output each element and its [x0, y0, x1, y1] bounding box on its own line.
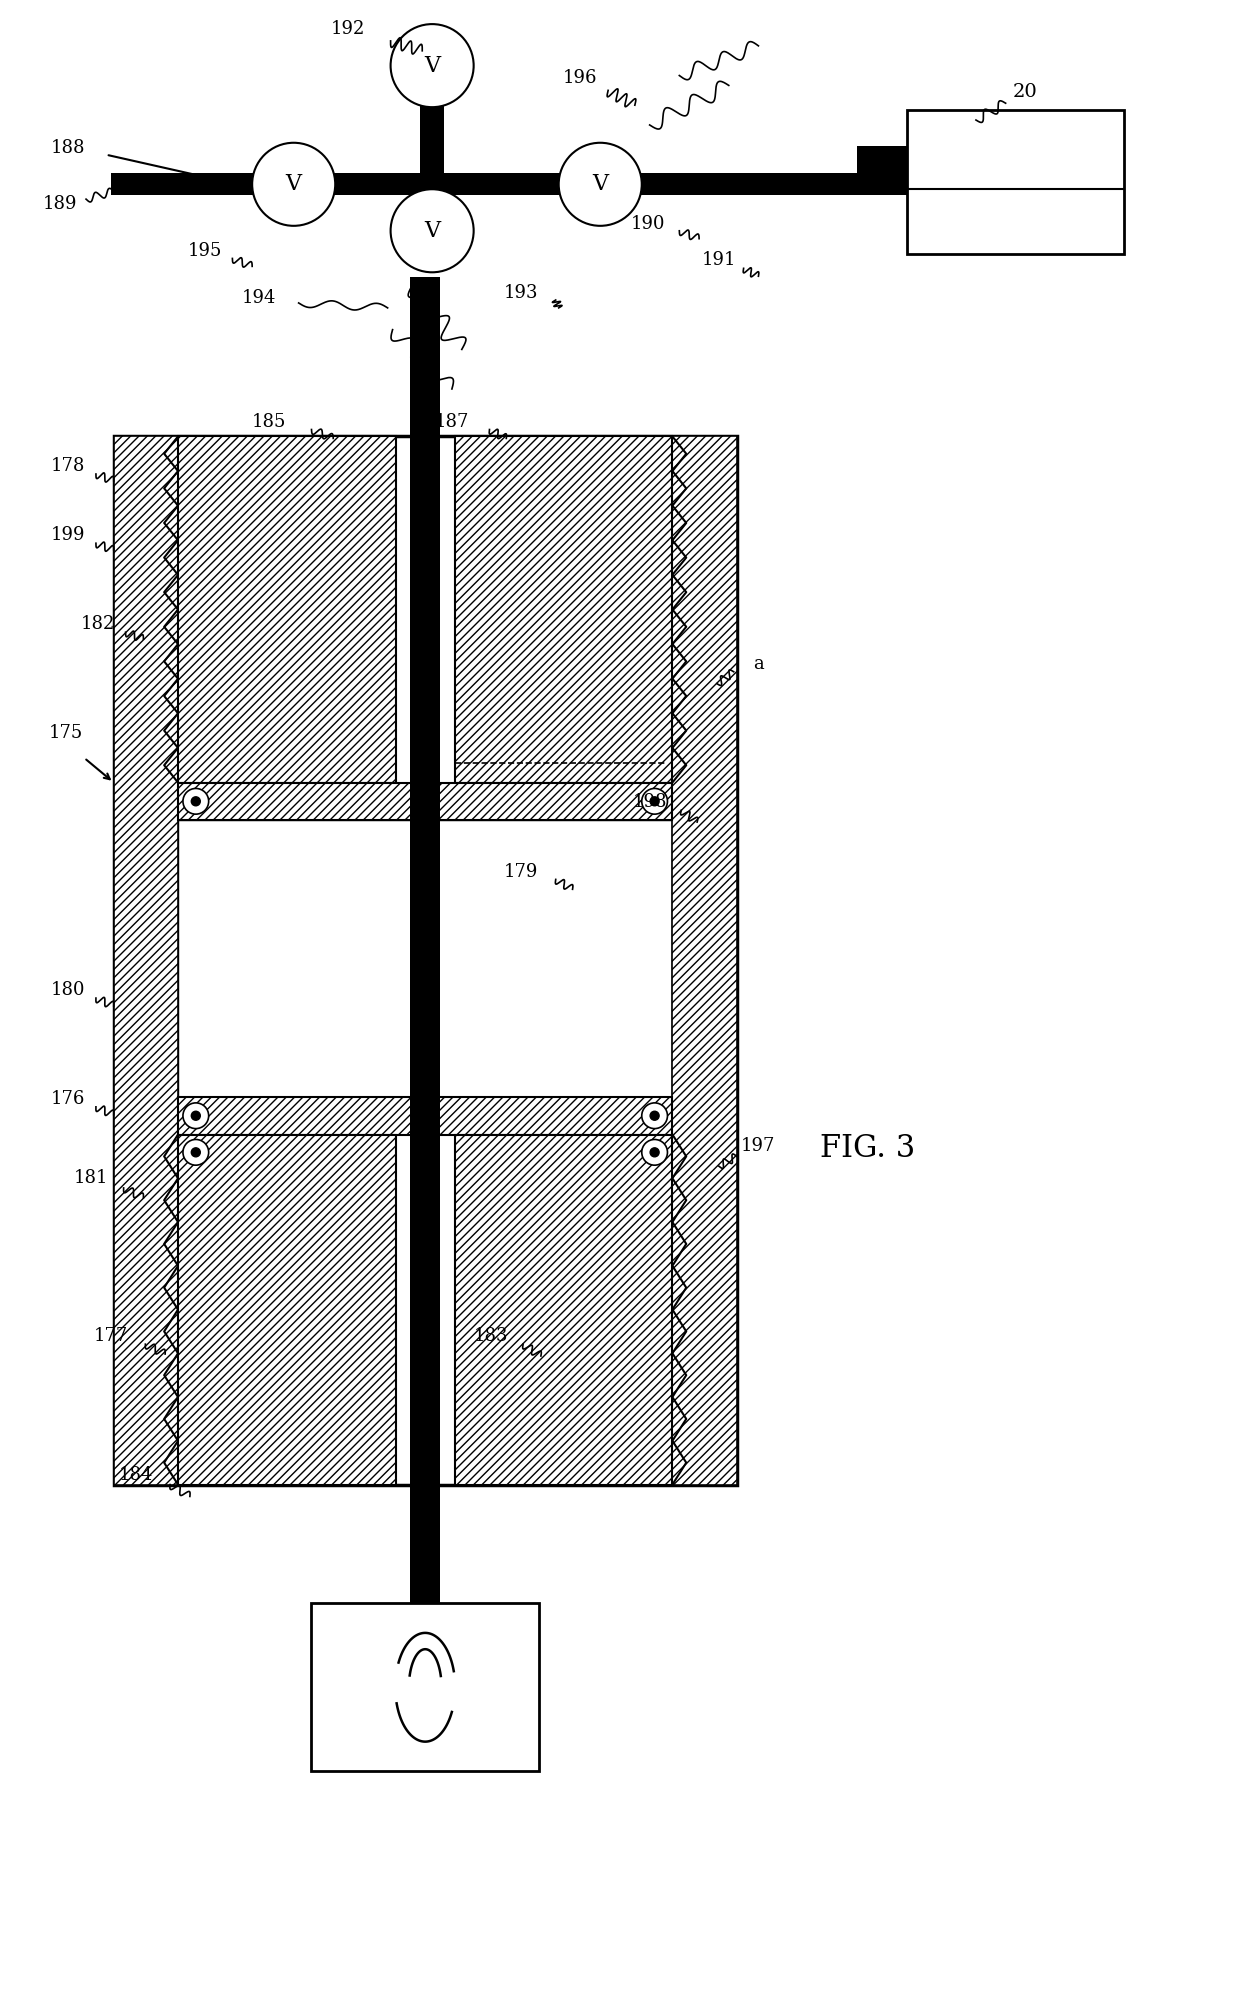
Circle shape: [191, 798, 201, 806]
Text: 180: 180: [51, 980, 86, 998]
Text: 20: 20: [1013, 82, 1038, 100]
Bar: [410, 277, 440, 1603]
Text: 190: 190: [630, 215, 665, 233]
Text: 181: 181: [73, 1169, 108, 1187]
Circle shape: [650, 1147, 660, 1157]
Text: 182: 182: [81, 615, 115, 633]
Text: 179: 179: [503, 862, 538, 880]
Circle shape: [391, 189, 474, 273]
Circle shape: [642, 1139, 667, 1165]
Text: 189: 189: [43, 195, 78, 213]
Bar: [455, 436, 672, 784]
Text: 198: 198: [632, 794, 667, 812]
Bar: [420, 40, 444, 255]
Bar: [179, 1097, 672, 1135]
Text: 193: 193: [503, 283, 538, 301]
Bar: [769, 173, 857, 195]
Bar: [179, 436, 396, 784]
Circle shape: [191, 1111, 201, 1121]
Text: 183: 183: [474, 1328, 508, 1346]
Bar: [114, 436, 737, 1485]
Text: 176: 176: [51, 1091, 86, 1107]
Text: FIG. 3: FIG. 3: [820, 1133, 915, 1163]
Circle shape: [391, 24, 474, 106]
Bar: [672, 436, 737, 1485]
Bar: [179, 820, 672, 1097]
Text: V: V: [424, 54, 440, 76]
Text: 187: 187: [435, 412, 469, 430]
Circle shape: [559, 143, 642, 225]
Text: 178: 178: [51, 458, 86, 474]
Text: 196: 196: [563, 70, 598, 88]
Text: 188: 188: [51, 139, 86, 157]
Text: 197: 197: [742, 1137, 775, 1155]
Circle shape: [184, 1139, 208, 1165]
Bar: [114, 436, 179, 1485]
Text: 177: 177: [94, 1328, 128, 1346]
Circle shape: [184, 1103, 208, 1129]
Text: 175: 175: [50, 723, 83, 741]
Text: 194: 194: [242, 289, 277, 307]
Bar: [857, 147, 906, 195]
Circle shape: [642, 788, 667, 814]
Bar: [906, 110, 1125, 253]
Circle shape: [642, 1103, 667, 1129]
Text: 191: 191: [702, 251, 737, 269]
Bar: [179, 1135, 396, 1485]
Text: V: V: [593, 173, 609, 195]
Circle shape: [650, 798, 660, 806]
Bar: [311, 1603, 539, 1772]
Text: 195: 195: [187, 241, 222, 259]
Circle shape: [252, 143, 335, 225]
Text: 185: 185: [252, 412, 286, 430]
Bar: [455, 1135, 672, 1485]
Circle shape: [191, 1147, 201, 1157]
Text: 199: 199: [51, 526, 86, 544]
Text: 192: 192: [331, 20, 366, 38]
Bar: [110, 173, 769, 195]
Text: V: V: [424, 219, 440, 241]
Text: a: a: [753, 655, 764, 673]
Bar: [179, 784, 672, 820]
Circle shape: [650, 1111, 660, 1121]
Circle shape: [184, 788, 208, 814]
Text: 184: 184: [118, 1467, 153, 1485]
Text: V: V: [285, 173, 301, 195]
